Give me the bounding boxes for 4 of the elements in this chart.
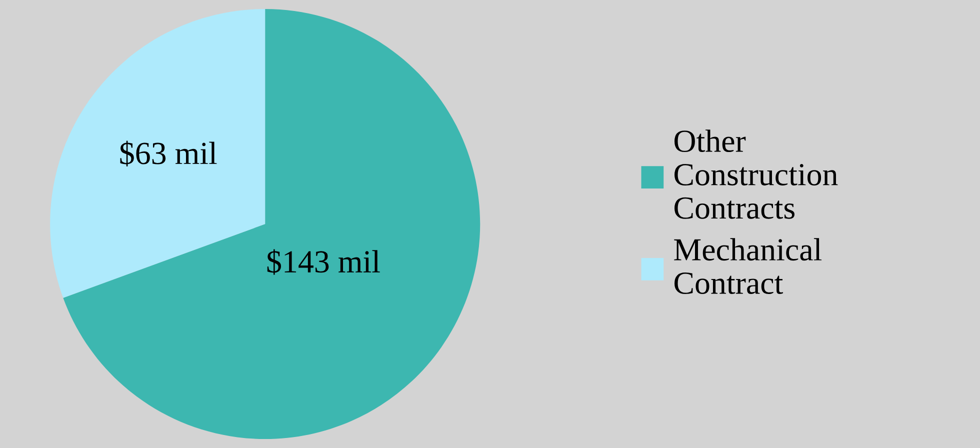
data-label: $143 mil [267,249,380,275]
legend-label: Other Construction Contracts [674,130,838,219]
data-label: $63 mil [120,140,217,166]
legend-label: Mechanical Contract [674,238,822,294]
